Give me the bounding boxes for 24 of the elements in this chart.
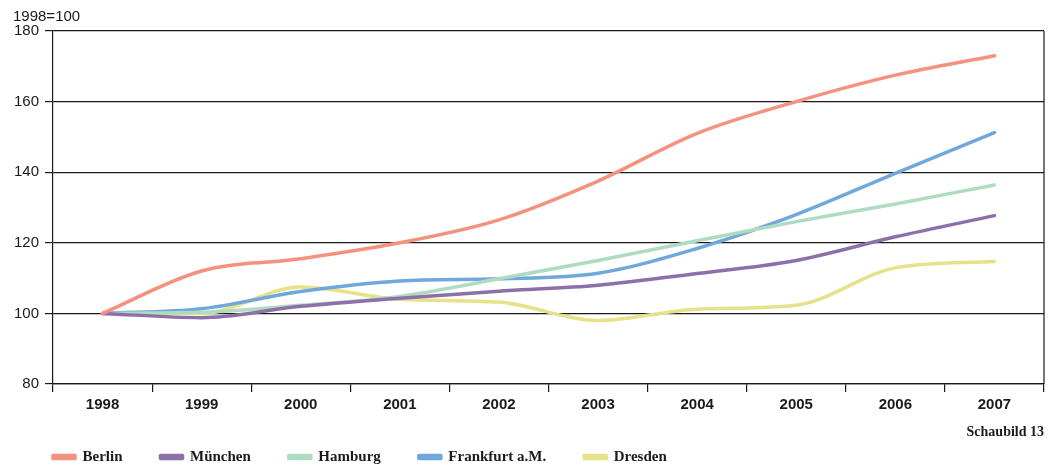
x-tick-label: 2007 (977, 395, 1012, 413)
x-tick-label: 2005 (779, 395, 813, 413)
y-tick-label: 120 (13, 232, 39, 250)
x-tick-label: 2002 (482, 395, 516, 413)
y-tick-label: 140 (13, 162, 39, 180)
y-tick-label: 180 (13, 21, 39, 39)
text: Schaubild 13 (966, 424, 1044, 440)
x-tick-label: 2001 (383, 395, 417, 413)
y-tick-label: 80 (22, 374, 39, 392)
legend-label: Berlin (82, 447, 124, 464)
x-tick-label: 2000 (284, 395, 318, 413)
x-tick-label: 2006 (878, 395, 913, 413)
y-tick-label: 100 (13, 303, 39, 321)
legend-label: Dresden (613, 447, 668, 464)
x-tick-label: 2004 (680, 395, 715, 413)
x-tick-label: 1999 (184, 395, 219, 413)
legend-label: München (190, 447, 252, 464)
line-series (100, 53, 997, 316)
x-tick-label: 1998 (85, 395, 120, 413)
legend-label: Frankfurt a.M. (448, 447, 547, 464)
y-axis-title: 1998=100 (13, 7, 81, 24)
legend-label: Hamburg (318, 447, 382, 464)
x-tick-label: 2003 (581, 395, 615, 413)
y-tick-label: 160 (13, 91, 39, 109)
